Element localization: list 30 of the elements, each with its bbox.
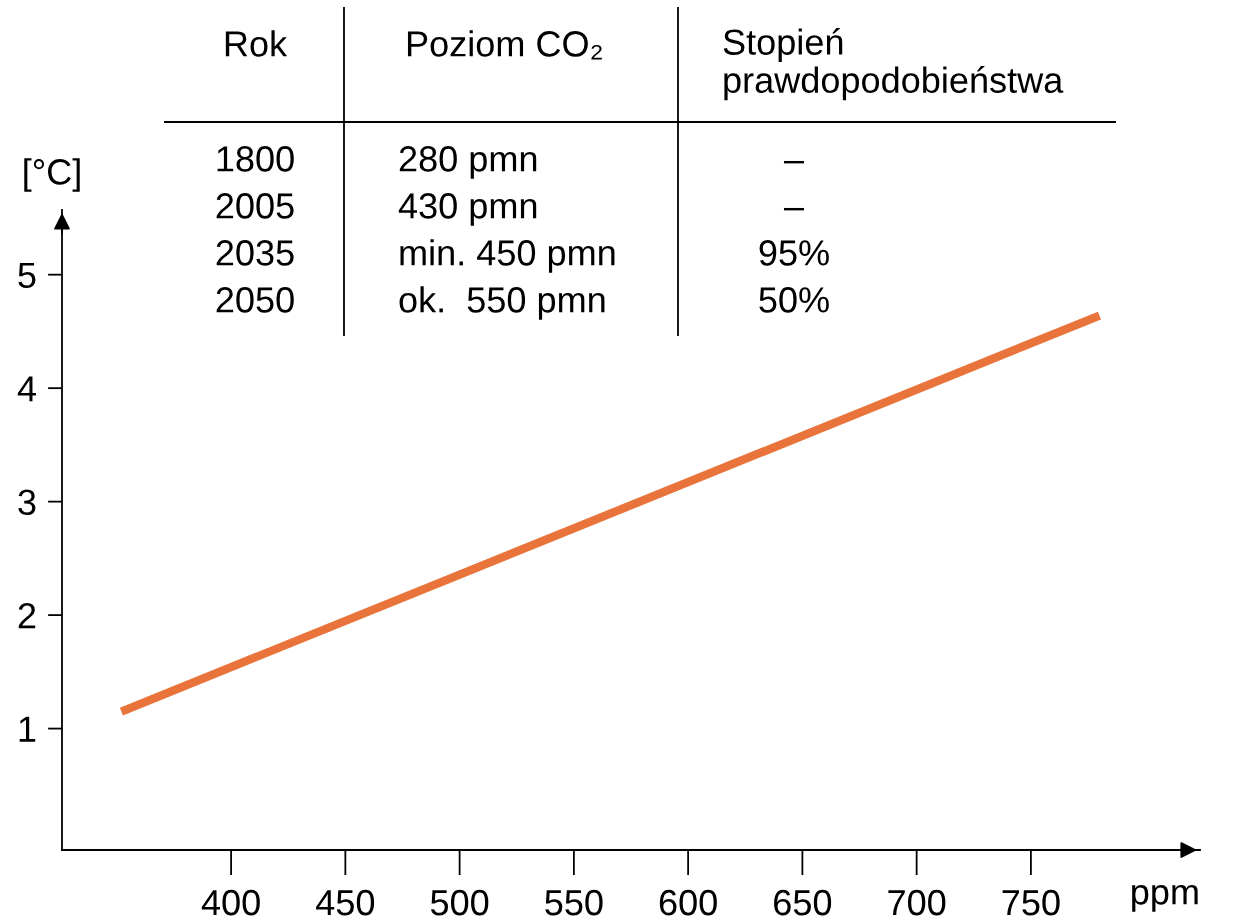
x-tick-label: 750 [1002,889,1060,916]
annotation: 50% [759,287,829,313]
text: Poziom CO₂ [407,30,602,60]
y-tick-label: 2 [18,602,36,629]
text: – [783,160,805,164]
y-tick-label: 5 [18,262,36,289]
annotation: 430 pmn [398,193,537,226]
annotation: – [783,207,805,211]
x-axis-title: ppm [1132,884,1198,912]
y-axis-title: [°C] [24,158,80,192]
y-tick-label: 1 [19,716,36,742]
annotation: 95% [759,240,829,266]
y-tick-label: 3 [18,489,36,516]
annotation: 2035 [216,240,294,266]
y-tick-label: 4 [17,376,36,402]
text: Rok [225,30,288,57]
text: 280 pmn [399,146,537,179]
x-tick-label: 500 [430,889,489,916]
annotation: 2005 [216,193,294,219]
x-tick-label: 550 [545,889,603,916]
annotation: min. 450 pmn [400,239,615,273]
text: Stopień prawdopodobieństwa [723,28,1064,101]
x-tick-label: 650 [774,889,832,916]
annotation: 2050 [216,287,294,313]
annotation: ok. 550 pmn [399,286,605,320]
x-tick-label: 700 [888,889,946,916]
x-tick-label: 400 [201,889,260,916]
x-tick-label: 450 [316,889,375,916]
x-tick-label: 600 [659,889,717,916]
text: 1800 [217,146,294,172]
